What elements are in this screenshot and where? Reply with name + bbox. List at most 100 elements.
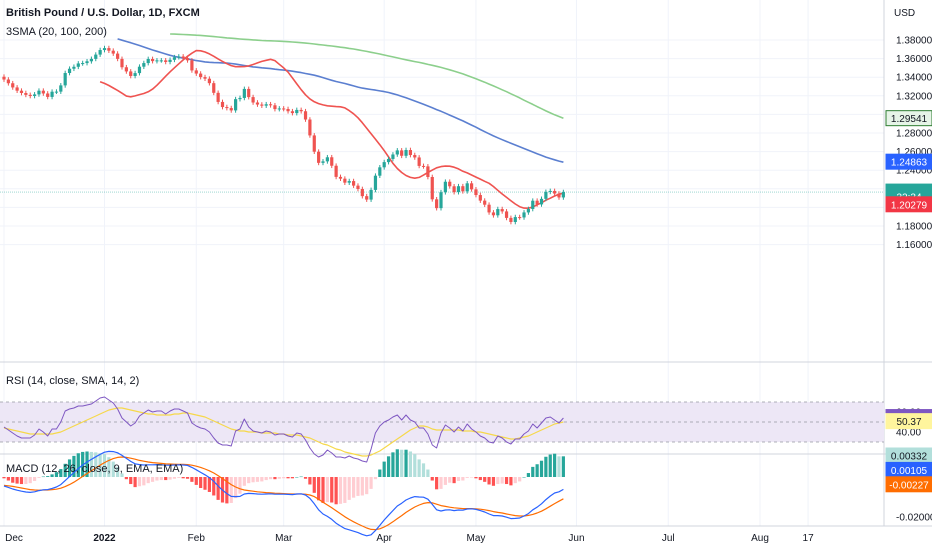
candle-body-35 bbox=[155, 60, 159, 62]
rsi-legend[interactable]: RSI (14, close, SMA, 14, 2) bbox=[6, 375, 140, 387]
candle-body-14 bbox=[63, 73, 67, 86]
grid-lines bbox=[0, 0, 932, 527]
macd-panel bbox=[2, 449, 565, 537]
macd-hist-bar-44 bbox=[194, 477, 198, 485]
candle-body-83 bbox=[365, 196, 369, 200]
macd-hist-bar-91 bbox=[400, 449, 404, 477]
candle-body-74 bbox=[325, 157, 329, 162]
macd-hist-bar-114 bbox=[500, 477, 504, 484]
candle-body-56 bbox=[247, 88, 251, 98]
candle-body-50 bbox=[220, 101, 225, 108]
candle-body-90 bbox=[395, 150, 399, 155]
macd-badge-1: 0.00105 bbox=[891, 466, 928, 477]
price-tick-6: 1.26000 bbox=[896, 147, 932, 158]
candle-body-52 bbox=[229, 108, 233, 111]
macd-hist-bar-30 bbox=[133, 477, 137, 488]
macd-hist-bar-75 bbox=[330, 477, 334, 503]
macd-hist-bar-47 bbox=[207, 477, 211, 492]
time-axis[interactable]: Dec 2022 Feb Mar Apr May Jun Jul Aug 17 bbox=[5, 533, 814, 544]
candle-body-37 bbox=[164, 60, 168, 62]
macd-hist-bar-101 bbox=[443, 477, 447, 485]
macd-hist-bar-62 bbox=[273, 477, 277, 480]
macd-hist-bar-88 bbox=[386, 456, 391, 477]
candle-body-98 bbox=[430, 176, 434, 200]
rsi-panel bbox=[0, 396, 884, 463]
candle-body-68 bbox=[299, 109, 303, 112]
candle-body-84 bbox=[369, 189, 373, 200]
candle-body-29 bbox=[129, 71, 133, 76]
macd-hist-bar-12 bbox=[54, 472, 59, 477]
macd-hist-bar-36 bbox=[159, 477, 163, 481]
macd-legend[interactable]: MACD (12, 26, close, 9, EMA, EMA) bbox=[6, 463, 184, 475]
candle-body-5 bbox=[24, 93, 28, 95]
macd-hist-bar-120 bbox=[526, 473, 530, 477]
macd-hist-bar-86 bbox=[378, 469, 382, 477]
macd-hist-bar-19 bbox=[85, 451, 89, 477]
candle-body-38 bbox=[168, 59, 172, 62]
candlestick-series[interactable] bbox=[2, 45, 565, 225]
macd-hist-bar-23 bbox=[102, 454, 107, 477]
macd-hist-bar-49 bbox=[216, 477, 220, 500]
macd-hist-bar-111 bbox=[487, 477, 491, 485]
price-badge-4: 1.20279 bbox=[891, 200, 928, 211]
macd-hist-bar-54 bbox=[238, 477, 242, 494]
time-label-8: Aug bbox=[751, 533, 769, 544]
price-badge-1-bg bbox=[885, 153, 932, 170]
macd-hist-bar-118 bbox=[518, 477, 522, 482]
macd-hist-bar-51 bbox=[225, 477, 229, 504]
candle-body-114 bbox=[500, 209, 504, 212]
candle-body-110 bbox=[483, 200, 487, 205]
macd-hist-bar-124 bbox=[544, 456, 548, 477]
macd-hist-bar-113 bbox=[496, 477, 500, 485]
macd-hist-bar-34 bbox=[150, 477, 155, 482]
macd-hist-bar-58 bbox=[255, 477, 260, 482]
candle-body-108 bbox=[474, 189, 478, 196]
candle-body-48 bbox=[212, 83, 216, 93]
price-tick-1: 1.36000 bbox=[896, 54, 932, 65]
macd-hist-bar-70 bbox=[308, 477, 312, 485]
price-axis[interactable]: 1.380001.360001.340001.320001.300001.280… bbox=[885, 36, 932, 524]
macd-hist-bar-59 bbox=[260, 477, 264, 482]
candle-body-33 bbox=[146, 58, 150, 64]
macd-hist-bar-5 bbox=[24, 477, 28, 485]
candle-body-86 bbox=[378, 167, 382, 176]
price-badge-0-bg bbox=[885, 110, 932, 127]
price-tick-7: 1.24000 bbox=[896, 166, 932, 177]
macd-hist-bar-89 bbox=[391, 452, 395, 477]
macd-hist-bar-24 bbox=[107, 457, 111, 477]
macd-hist-bar-61 bbox=[268, 477, 273, 480]
candle-body-115 bbox=[504, 211, 509, 218]
candle-body-10 bbox=[46, 93, 50, 97]
candle-body-19 bbox=[85, 61, 89, 64]
macd-hist-bar-10 bbox=[46, 476, 50, 477]
macd-hist-bar-6 bbox=[28, 477, 32, 484]
candle-body-7 bbox=[32, 94, 37, 96]
sma-legend[interactable]: 3SMA (20, 100, 200) bbox=[6, 26, 107, 38]
macd-hist-bar-57 bbox=[251, 477, 255, 483]
macd-hist-bar-106 bbox=[465, 477, 469, 478]
macd-hist-bar-93 bbox=[408, 451, 413, 477]
symbol-title[interactable]: British Pound / U.S. Dollar, 1D, FXCM bbox=[6, 7, 200, 19]
price-badge-0: 1.29541 bbox=[891, 114, 928, 125]
macd-hist-bar-105 bbox=[461, 477, 465, 481]
price-badge-4-bg bbox=[885, 196, 932, 213]
candle-body-87 bbox=[382, 162, 386, 168]
price-tick-3: 1.32000 bbox=[896, 91, 932, 102]
macd-hist-bar-115 bbox=[504, 477, 509, 485]
candle-body-45 bbox=[199, 73, 203, 78]
candle-body-25 bbox=[111, 50, 115, 54]
candle-body-121 bbox=[531, 200, 535, 209]
sma-200-layer bbox=[170, 33, 564, 119]
macd-hist-bar-67 bbox=[295, 477, 299, 478]
candle-body-105 bbox=[461, 186, 465, 192]
macd-hist-bar-94 bbox=[413, 454, 417, 477]
macd-hist-bar-123 bbox=[539, 460, 544, 477]
price-tick-11: 1.16000 bbox=[896, 240, 932, 251]
candle-body-117 bbox=[513, 217, 517, 223]
macd-hist-bar-3 bbox=[15, 477, 19, 484]
macd-hist-bar-1 bbox=[6, 477, 10, 481]
time-label-5: May bbox=[467, 533, 486, 544]
candle-body-85 bbox=[373, 175, 378, 190]
macd-hist-bar-52 bbox=[229, 477, 233, 503]
